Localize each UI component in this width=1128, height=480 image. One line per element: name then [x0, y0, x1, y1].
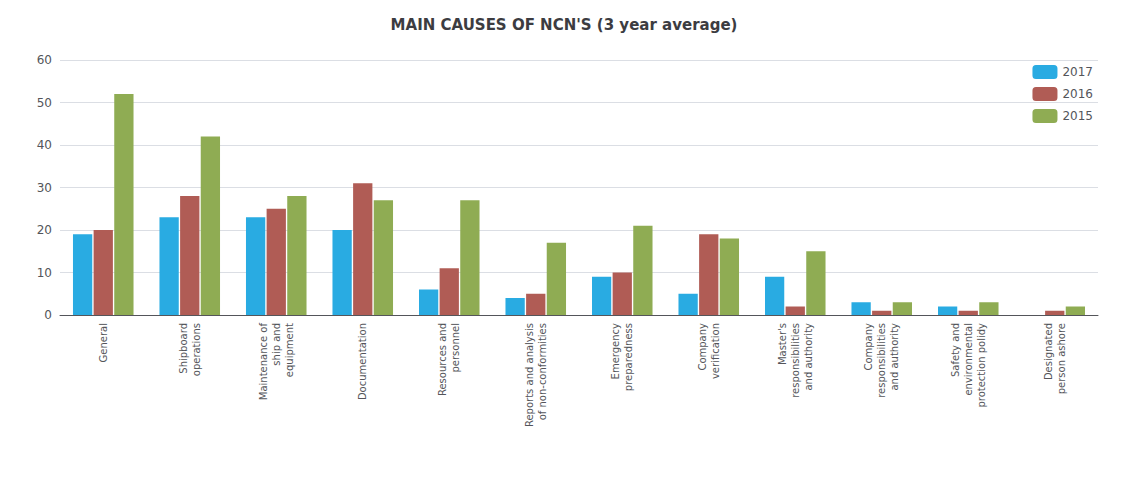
svg-text:responsibilities: responsibilities [876, 323, 887, 398]
svg-text:Company: Company [697, 323, 708, 371]
svg-text:preparedness: preparedness [623, 323, 634, 391]
svg-text:and authority: and authority [803, 323, 814, 391]
svg-text:General: General [98, 323, 109, 362]
svg-text:Reports and analysis: Reports and analysis [524, 323, 535, 427]
svg-text:protection polidy: protection polidy [976, 323, 987, 408]
svg-text:ship and: ship and [271, 323, 282, 366]
svg-text:Shipboard: Shipboard [178, 323, 189, 374]
svg-text:2016: 2016 [1062, 87, 1093, 101]
svg-text:60: 60 [37, 53, 52, 67]
svg-text:verification: verification [710, 323, 721, 379]
svg-text:personnel: personnel [450, 323, 461, 373]
svg-text:Maintenance of: Maintenance of [258, 323, 269, 401]
svg-text:Master's: Master's [777, 323, 788, 365]
svg-text:Emergency: Emergency [610, 323, 621, 379]
svg-text:Safety and: Safety and [950, 323, 961, 377]
svg-text:30: 30 [37, 181, 52, 195]
svg-text:and authority: and authority [889, 323, 900, 391]
svg-text:of non-conformities: of non-conformities [537, 323, 548, 420]
svg-text:50: 50 [37, 96, 52, 110]
svg-text:responsibilities: responsibilities [790, 323, 801, 398]
svg-text:0: 0 [44, 308, 52, 322]
svg-text:2017: 2017 [1062, 65, 1093, 79]
svg-text:Designated: Designated [1043, 323, 1054, 380]
svg-text:20: 20 [37, 223, 52, 237]
svg-text:2015: 2015 [1062, 109, 1093, 123]
svg-text:environmental: environmental [963, 323, 974, 396]
svg-text:Documentation: Documentation [357, 323, 368, 400]
svg-text:MAIN CAUSES OF NCN'S (3 year a: MAIN CAUSES OF NCN'S (3 year average) [391, 16, 738, 34]
svg-text:40: 40 [37, 138, 52, 152]
svg-text:10: 10 [37, 266, 52, 280]
svg-text:operations: operations [191, 323, 202, 376]
svg-text:Company: Company [863, 323, 874, 371]
svg-text:person ashore: person ashore [1056, 323, 1067, 394]
svg-text:equipment: equipment [284, 323, 295, 377]
svg-text:Resources and: Resources and [437, 323, 448, 396]
